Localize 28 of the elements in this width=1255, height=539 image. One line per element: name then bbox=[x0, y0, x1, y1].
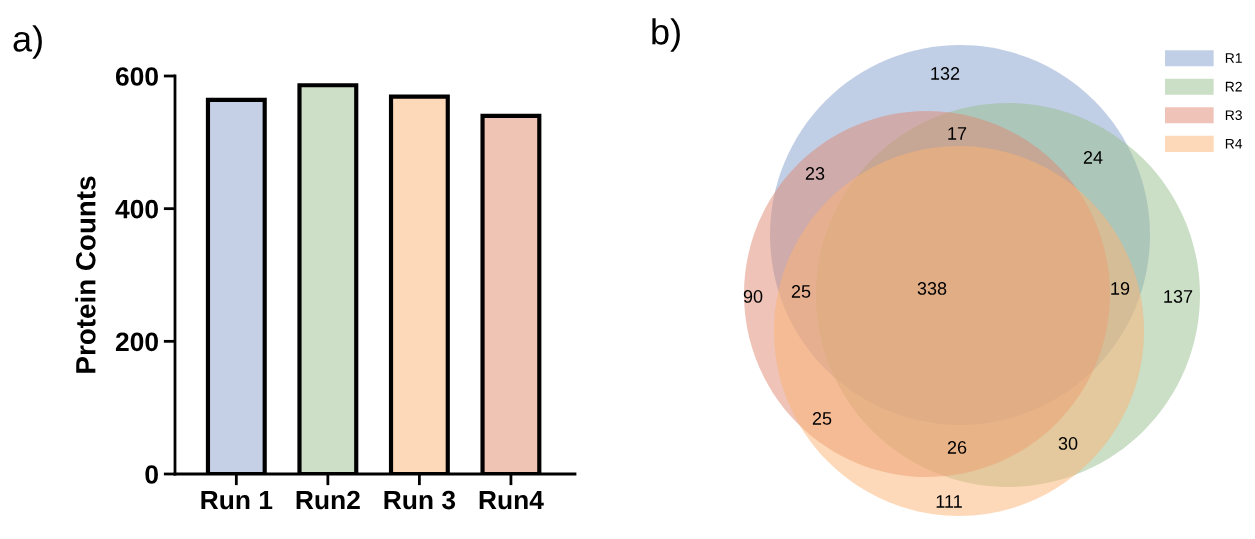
text: 19 bbox=[1111, 282, 1130, 295]
text: 338 bbox=[917, 282, 947, 295]
legend-label: R3 bbox=[1225, 110, 1242, 121]
text: 137 bbox=[1164, 290, 1193, 303]
text: 25 bbox=[812, 412, 832, 425]
y-tick-label: 400 bbox=[115, 199, 158, 219]
y-axis-title: Protein Counts bbox=[75, 176, 96, 373]
text: b) bbox=[652, 18, 680, 52]
text: 25 bbox=[791, 285, 811, 298]
text: 30 bbox=[1058, 437, 1078, 450]
x-tick-label: Run 3 bbox=[384, 490, 456, 510]
text: 132 bbox=[931, 67, 960, 80]
legend-label: R1 bbox=[1225, 53, 1242, 63]
text: 23 bbox=[805, 167, 825, 180]
text: 24 bbox=[1083, 151, 1103, 164]
x-tick-label: Run4 bbox=[479, 490, 544, 510]
y-tick-label: 600 bbox=[115, 67, 158, 86]
x-tick-label: Run 1 bbox=[201, 490, 273, 510]
y-tick-label: 200 bbox=[115, 332, 158, 352]
text: 111 bbox=[936, 495, 962, 508]
text: 26 bbox=[947, 441, 967, 454]
chart-title: a) bbox=[13, 25, 42, 59]
text: 17 bbox=[948, 127, 967, 140]
x-tick-label: Run2 bbox=[296, 490, 360, 510]
legend-label: R2 bbox=[1225, 81, 1242, 92]
legend-label: R4 bbox=[1225, 138, 1243, 149]
text: 90 bbox=[743, 290, 763, 303]
y-tick-label: 0 bbox=[145, 465, 158, 484]
